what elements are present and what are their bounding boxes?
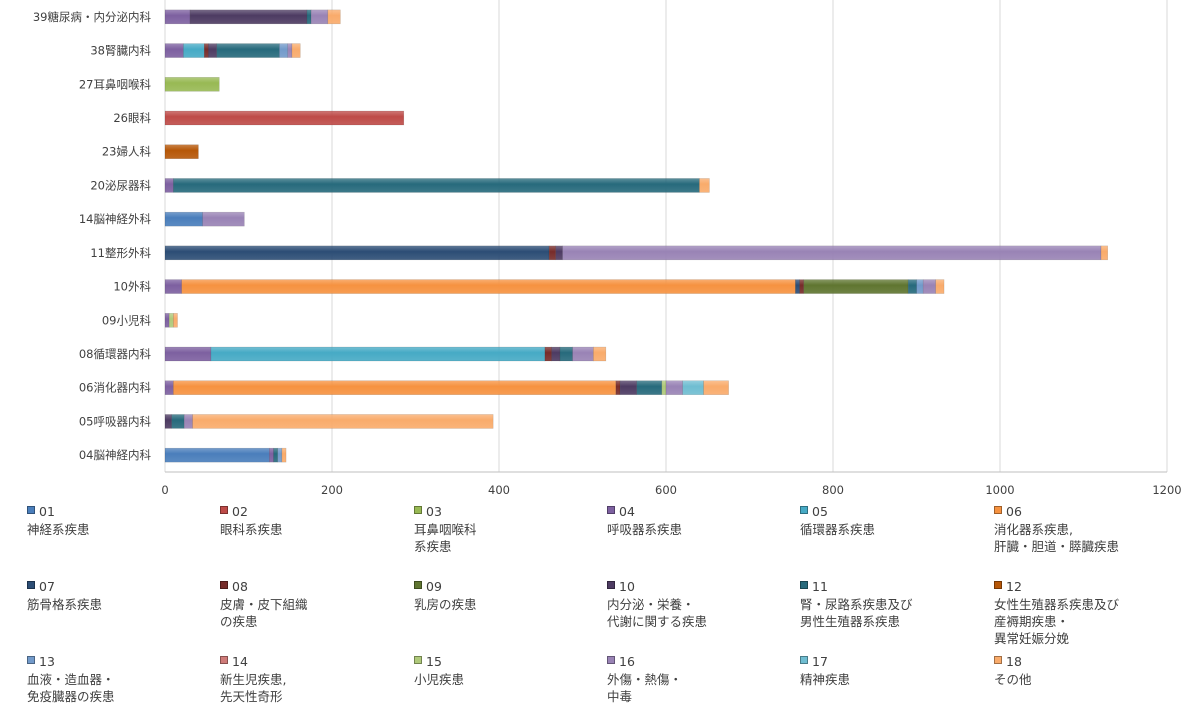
bar-segment [327, 9, 341, 25]
bar-segment [551, 346, 561, 362]
legend-swatch [220, 506, 228, 514]
legend-label: 消化器系疾患, 肝臓・胆道・膵臓疾患 [994, 522, 1120, 554]
bar-segment [593, 346, 607, 362]
legend-label: 外傷・熱傷・ 中毒 [607, 672, 683, 704]
bar-segment [164, 144, 199, 159]
category-label: 38腎臓内科 [90, 44, 151, 58]
bar-segment [703, 380, 729, 395]
legend-swatch [27, 656, 35, 664]
bar-segment [171, 414, 185, 429]
legend-swatch [607, 656, 615, 664]
legend-code: 11 [812, 579, 828, 594]
legend-swatch [414, 656, 422, 664]
legend-code: 14 [232, 654, 248, 669]
legend-swatch [27, 506, 35, 514]
legend-swatch [414, 581, 422, 589]
category-label: 09小児科 [102, 313, 152, 327]
legend-code: 04 [619, 504, 635, 519]
category-label: 10外科 [113, 280, 151, 294]
bar-segment [164, 110, 405, 126]
bar-segment [192, 414, 494, 429]
legend-code: 06 [1006, 504, 1022, 519]
legend-label: その他 [994, 672, 1032, 687]
category-label: 08循環器内科 [79, 347, 152, 361]
x-tick-label: 400 [488, 483, 510, 497]
legend-code: 02 [232, 504, 248, 519]
legend-swatch [607, 581, 615, 589]
legend-label: 腎・尿路系疾患及び 男性生殖器系疾患 [800, 597, 913, 629]
legend-label: 皮膚・皮下組織 の疾患 [220, 597, 308, 629]
legend-label: 内分泌・栄養・ 代謝に関する疾患 [607, 597, 708, 629]
legend-code: 10 [619, 579, 635, 594]
legend-label: 精神疾患 [800, 672, 851, 687]
category-label: 27耳鼻咽喉科 [79, 77, 152, 91]
legend-label: 神経系疾患 [27, 522, 90, 537]
legend-swatch [220, 581, 228, 589]
legend-swatch [414, 506, 422, 514]
legend-swatch [220, 656, 228, 664]
legend-label: 呼吸器系疾患 [607, 522, 683, 537]
legend-label: 女性生殖器系疾患及び 産褥期疾患・ 異常妊娠分娩 [994, 597, 1120, 646]
legend-code: 13 [39, 654, 55, 669]
category-label: 05呼吸器内科 [79, 414, 152, 428]
legend-swatch [994, 656, 1002, 664]
x-tick-label: 200 [321, 483, 343, 497]
legend-swatch [607, 506, 615, 514]
category-label: 26眼科 [113, 111, 151, 125]
legend-code: 08 [232, 579, 248, 594]
bar-segment [173, 313, 178, 328]
legend-label: 循環器系疾患 [800, 522, 876, 537]
category-label: 11整形外科 [90, 246, 151, 260]
legend-code: 09 [426, 579, 442, 594]
legend-swatch [800, 656, 808, 664]
bar-segment [699, 178, 710, 193]
category-label: 23婦人科 [102, 145, 152, 159]
category-label: 39糖尿病・内分泌内科 [33, 10, 152, 24]
bar-segment [291, 43, 301, 58]
bar-segment [287, 43, 293, 58]
legend-label: 筋骨格系疾患 [27, 597, 103, 612]
x-tick-label: 1200 [1152, 483, 1181, 497]
category-label: 06消化器内科 [79, 381, 152, 395]
bar-segment [935, 279, 945, 294]
legend-code: 03 [426, 504, 442, 519]
legend-label: 小児疾患 [414, 672, 465, 687]
category-label: 20泌尿器科 [90, 178, 151, 192]
legend-code: 07 [39, 579, 55, 594]
legend-code: 12 [1006, 579, 1022, 594]
bar-segment [164, 77, 220, 92]
legend-swatch [800, 506, 808, 514]
legend-label: 新生児疾患, 先天性奇形 [220, 672, 287, 704]
legend-label: 血液・造血器・ 免疫臓器の疾患 [27, 672, 115, 704]
legend-swatch [800, 581, 808, 589]
legend-swatch [994, 506, 1002, 514]
x-tick-label: 1000 [985, 483, 1014, 497]
legend-label: 乳房の疾患 [414, 597, 477, 612]
x-tick-label: 0 [161, 483, 168, 497]
legend-code: 18 [1006, 654, 1022, 669]
x-tick-label: 800 [822, 483, 844, 497]
category-label: 04脳神経内科 [79, 448, 152, 462]
x-tick-label: 600 [655, 483, 677, 497]
category-label: 14脳神経外科 [79, 212, 152, 226]
bar-segment [548, 245, 557, 261]
legend-label: 眼科系疾患 [220, 522, 283, 537]
legend-code: 05 [812, 504, 828, 519]
bar-segment [281, 447, 287, 463]
bar-segment [273, 447, 278, 463]
legend-code: 16 [619, 654, 635, 669]
legend-swatch [27, 581, 35, 589]
bar-segment [202, 211, 245, 227]
stacked-bar-chart: 0 200 400 600 800 1000 1200 39糖尿病・内分泌内科 38腎臓内科 27… [33, 0, 1182, 497]
bar-segment [799, 279, 805, 294]
legend-label: 耳鼻咽喉科 系疾患 [414, 522, 477, 554]
legend-code: 01 [39, 504, 55, 519]
legend-swatch [994, 581, 1002, 589]
legend-code: 17 [812, 654, 828, 669]
bar-segment [1100, 245, 1108, 261]
legend-code: 15 [426, 654, 442, 669]
